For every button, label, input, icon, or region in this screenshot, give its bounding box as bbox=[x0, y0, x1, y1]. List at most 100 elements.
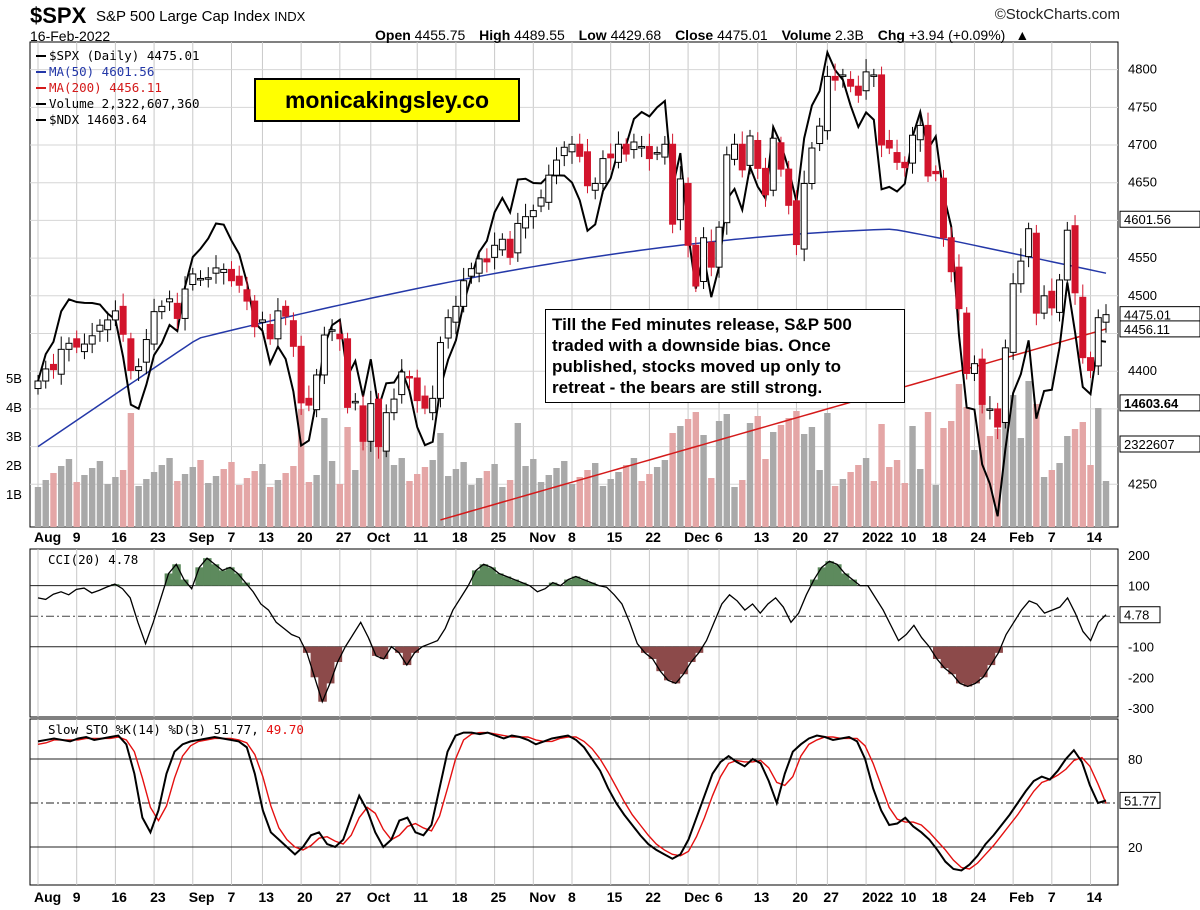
candle-body bbox=[398, 371, 406, 396]
candle-body bbox=[1032, 232, 1040, 314]
candle-body bbox=[305, 397, 313, 406]
x-tick-label-bottom: Aug bbox=[34, 889, 61, 905]
volume-bar bbox=[452, 469, 460, 527]
candle-body bbox=[963, 312, 971, 374]
volume-bar bbox=[475, 478, 483, 527]
ohlc-summary: Open 4455.75 High 4489.55 Low 4429.68 Cl… bbox=[375, 27, 1029, 43]
candle-body bbox=[955, 266, 963, 310]
last-value-tag bbox=[1119, 320, 1200, 338]
volume-bar bbox=[862, 458, 870, 527]
x-tick-label-bottom: Oct bbox=[367, 889, 391, 905]
volume-bar bbox=[731, 487, 738, 527]
volume-bar bbox=[344, 427, 351, 527]
cci-legend: CCI(20) 4.78 bbox=[48, 552, 138, 567]
cci-fill-negative bbox=[671, 646, 681, 684]
x-tick-label-price: 22 bbox=[645, 529, 661, 545]
candle-body bbox=[885, 139, 893, 149]
open-value: 4455.75 bbox=[414, 27, 466, 43]
cci-fill-negative bbox=[956, 646, 965, 684]
volume-bar bbox=[607, 479, 614, 527]
candle-body bbox=[746, 135, 754, 166]
volume-bar bbox=[429, 460, 436, 527]
last-value-tag bbox=[1119, 435, 1200, 453]
volume-bar bbox=[414, 474, 421, 527]
x-tick-label-bottom: 16 bbox=[111, 889, 127, 905]
volume-bar bbox=[1071, 429, 1079, 527]
candle-body bbox=[661, 143, 669, 158]
volume-bar bbox=[259, 464, 266, 527]
volume-bar bbox=[112, 477, 119, 527]
volume-bar bbox=[770, 432, 777, 527]
volume-bar bbox=[1040, 477, 1048, 527]
volume-bar bbox=[1017, 438, 1025, 527]
cci-fill-positive bbox=[579, 579, 589, 586]
candle-body bbox=[429, 397, 437, 414]
candle-body bbox=[475, 258, 483, 274]
x-tick-label-bottom: Nov bbox=[529, 889, 556, 905]
volume-bar bbox=[839, 479, 847, 527]
volume-bar bbox=[545, 475, 552, 527]
candle-body bbox=[73, 338, 81, 348]
volume-bar bbox=[1048, 470, 1056, 527]
volume-bar bbox=[592, 463, 599, 527]
candle-body bbox=[785, 168, 793, 206]
volume-bar bbox=[971, 450, 978, 527]
candle-body bbox=[88, 335, 96, 345]
x-tick-label-price: 13 bbox=[258, 529, 274, 545]
volume-label: Volume bbox=[781, 27, 832, 43]
cci-fill-negative bbox=[302, 646, 312, 653]
x-tick-label-bottom: 13 bbox=[258, 889, 274, 905]
volume-bar bbox=[313, 475, 320, 527]
candle-body bbox=[258, 319, 266, 323]
volume-bar bbox=[762, 459, 769, 527]
volume-bar bbox=[638, 481, 645, 527]
cci-fill-positive bbox=[587, 582, 596, 586]
candle-body bbox=[375, 398, 383, 448]
candle-body bbox=[80, 343, 88, 353]
price-legend-entry: $NDX 14603.64 bbox=[49, 112, 147, 127]
price-y-tick: 4500 bbox=[1128, 288, 1157, 303]
sto-y-tick: 20 bbox=[1128, 840, 1142, 855]
volume-bar bbox=[336, 484, 344, 527]
cci-fill-positive bbox=[502, 576, 512, 586]
cci-fill-negative bbox=[395, 646, 404, 653]
candle-body bbox=[344, 338, 352, 408]
x-tick-label-bottom: 2022 bbox=[862, 889, 893, 905]
cci-fill-negative bbox=[402, 646, 412, 666]
candle-body bbox=[591, 182, 599, 191]
candle-body bbox=[227, 268, 235, 282]
volume-bar bbox=[166, 458, 173, 527]
volume-bar bbox=[816, 470, 823, 527]
x-tick-label-price: 18 bbox=[452, 529, 468, 545]
cci-fill-negative bbox=[932, 646, 942, 659]
volume-bar bbox=[321, 418, 328, 527]
volume-bar bbox=[808, 427, 816, 527]
volume-bar bbox=[917, 469, 924, 527]
candle-body bbox=[49, 363, 57, 371]
candle-body bbox=[367, 403, 375, 442]
volume-bar bbox=[553, 468, 560, 527]
volume-bar bbox=[522, 466, 529, 527]
candle-body bbox=[553, 159, 561, 176]
candle-body bbox=[978, 358, 986, 405]
volume-bar bbox=[228, 462, 235, 527]
x-tick-label-bottom: 7 bbox=[1048, 889, 1056, 905]
candle-body bbox=[351, 400, 359, 404]
cci-fill-positive bbox=[164, 573, 174, 586]
volume-bar bbox=[994, 429, 1001, 527]
candle-body bbox=[529, 210, 537, 218]
price-legend-entry: $SPX (Daily) 4475.01 bbox=[49, 48, 200, 63]
volume-bar bbox=[777, 425, 785, 527]
candle-body bbox=[1048, 290, 1056, 309]
volume-bar bbox=[754, 416, 761, 527]
volume-bar bbox=[468, 485, 475, 527]
price-legend-entry: MA(200) 4456.11 bbox=[49, 80, 162, 95]
x-tick-label-bottom: 13 bbox=[754, 889, 770, 905]
volume-bar bbox=[855, 465, 862, 527]
volume-bar bbox=[669, 433, 676, 527]
candle-body bbox=[1001, 347, 1009, 423]
candle-body bbox=[878, 74, 886, 146]
close-value: 4475.01 bbox=[717, 27, 768, 43]
source-credit[interactable]: ©StockCharts.com bbox=[994, 6, 1120, 23]
volume-y-tick: 1B bbox=[6, 487, 22, 502]
